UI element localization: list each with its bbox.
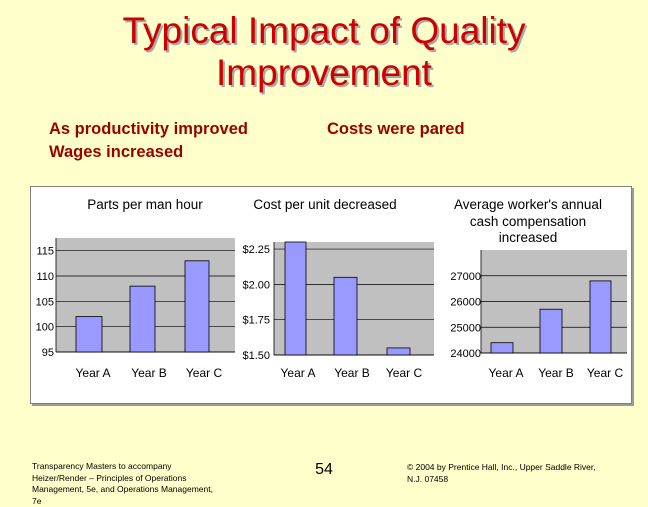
y-tick-label-compensation: 27000 bbox=[450, 271, 481, 283]
x-tick-label-cost: Year C bbox=[386, 366, 423, 380]
footer-credit-line3: Management, 5e, and Operations Managemen… bbox=[32, 484, 260, 496]
page-number: 54 bbox=[300, 461, 348, 479]
footer-credit-line2: Heizer/Render – Principles of Operations bbox=[32, 473, 260, 485]
y-tick-label-compensation: 25000 bbox=[450, 322, 481, 334]
bar-parts-1 bbox=[76, 317, 102, 352]
x-tick-label-compensation: Year A bbox=[489, 366, 524, 380]
x-tick-label-cost: Year B bbox=[334, 366, 370, 380]
footer-copyright-line2: N.J. 07458 bbox=[407, 473, 627, 485]
footer-copyright: © 2004 by Prentice Hall, Inc., Upper Sad… bbox=[407, 461, 627, 485]
x-tick-label-parts: Year B bbox=[131, 366, 167, 380]
x-tick-label-compensation: Year B bbox=[538, 366, 574, 380]
y-tick-label-parts: 110 bbox=[36, 271, 54, 283]
footer-credit: Transparency Masters to accompany Heizer… bbox=[32, 461, 260, 507]
bar-compensation-2 bbox=[540, 309, 562, 353]
x-tick-label-parts: Year C bbox=[186, 366, 223, 380]
bar-parts-3 bbox=[185, 261, 209, 352]
y-tick-label-parts: 95 bbox=[42, 347, 54, 359]
y-tick-label-parts: 100 bbox=[36, 322, 54, 334]
bar-compensation-3 bbox=[590, 281, 611, 353]
footer-copyright-line1: © 2004 by Prentice Hall, Inc., Upper Sad… bbox=[407, 461, 627, 473]
y-tick-label-parts: 105 bbox=[36, 296, 54, 308]
y-tick-label-parts: 115 bbox=[36, 246, 54, 258]
y-tick-label-cost: $1.75 bbox=[242, 315, 270, 327]
y-tick-label-cost: $2.25 bbox=[242, 244, 270, 256]
y-tick-label-cost: $2.00 bbox=[242, 279, 270, 291]
bar-parts-2 bbox=[130, 286, 155, 352]
y-tick-label-compensation: 24000 bbox=[450, 348, 481, 360]
x-tick-label-parts: Year A bbox=[76, 366, 111, 380]
y-tick-label-compensation: 26000 bbox=[450, 297, 481, 309]
footer-credit-line1: Transparency Masters to accompany bbox=[32, 461, 260, 473]
bar-cost-3 bbox=[387, 348, 410, 355]
y-tick-label-cost: $1.50 bbox=[242, 350, 270, 362]
footer-credit-line4: 7e bbox=[32, 496, 260, 507]
x-tick-label-compensation: Year C bbox=[587, 366, 624, 380]
bar-cost-2 bbox=[334, 277, 357, 355]
bar-cost-1 bbox=[285, 242, 306, 355]
bar-compensation-1 bbox=[491, 343, 513, 353]
x-tick-label-cost: Year A bbox=[281, 366, 316, 380]
